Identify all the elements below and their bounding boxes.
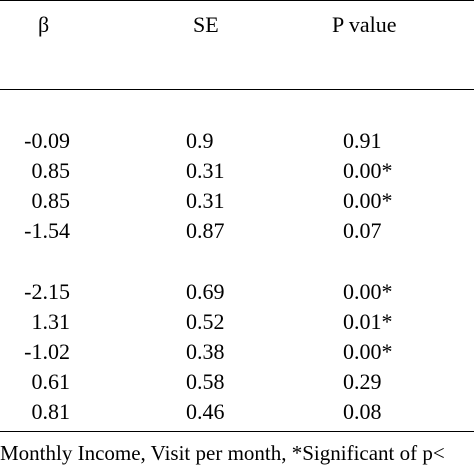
table-row: 0.61 0.58 0.29 <box>0 369 474 395</box>
se-cell: 0.46 <box>186 399 225 424</box>
header-p-value: P value <box>332 12 397 37</box>
se-cell: 0.38 <box>186 339 225 364</box>
p-value-cell: 0.29 <box>343 369 382 394</box>
table-top-rule <box>0 0 474 1</box>
table-footnote: Monthly Income, Visit per month, *Signif… <box>0 441 445 465</box>
p-value-cell: 0.91 <box>343 128 382 153</box>
header-se: SE <box>193 12 219 37</box>
table-row: 0.85 0.31 0.00* <box>0 158 474 184</box>
beta-cell: 0.85 <box>31 188 71 213</box>
beta-cell: -2.15 <box>24 279 70 304</box>
table-bottom-rule <box>0 431 474 432</box>
se-cell: 0.9 <box>186 128 214 153</box>
beta-cell: -1.02 <box>24 339 70 364</box>
p-value-cell: 0.00* <box>343 158 393 183</box>
beta-cell: -1.54 <box>24 218 70 243</box>
se-cell: 0.87 <box>186 218 225 243</box>
p-value-cell: 0.07 <box>343 218 382 243</box>
table-row: -2.15 0.69 0.00* <box>0 279 474 305</box>
header-rule <box>0 89 474 90</box>
table-row: 0.85 0.31 0.00* <box>0 188 474 214</box>
p-value-cell: 0.08 <box>343 399 382 424</box>
table-row: 0.81 0.46 0.08 <box>0 399 474 425</box>
beta-cell: 0.61 <box>31 369 71 394</box>
se-cell: 0.31 <box>186 188 225 213</box>
table-row: 1.31 0.52 0.01* <box>0 309 474 335</box>
p-value-cell: 0.00* <box>343 339 393 364</box>
beta-cell: 1.31 <box>31 309 71 334</box>
se-cell: 0.69 <box>186 279 225 304</box>
p-value-cell: 0.00* <box>343 188 393 213</box>
p-value-cell: 0.01* <box>343 309 393 334</box>
p-value-cell: 0.00* <box>343 279 393 304</box>
table-row: -1.54 0.87 0.07 <box>0 218 474 244</box>
table-row: -0.09 0.9 0.91 <box>0 128 474 154</box>
se-cell: 0.31 <box>186 158 225 183</box>
beta-cell: 0.85 <box>31 158 71 183</box>
beta-cell: -0.09 <box>24 128 70 153</box>
se-cell: 0.58 <box>186 369 225 394</box>
se-cell: 0.52 <box>186 309 225 334</box>
header-beta: β <box>38 12 50 37</box>
beta-cell: 0.81 <box>31 399 71 424</box>
table-row: -1.02 0.38 0.00* <box>0 339 474 365</box>
